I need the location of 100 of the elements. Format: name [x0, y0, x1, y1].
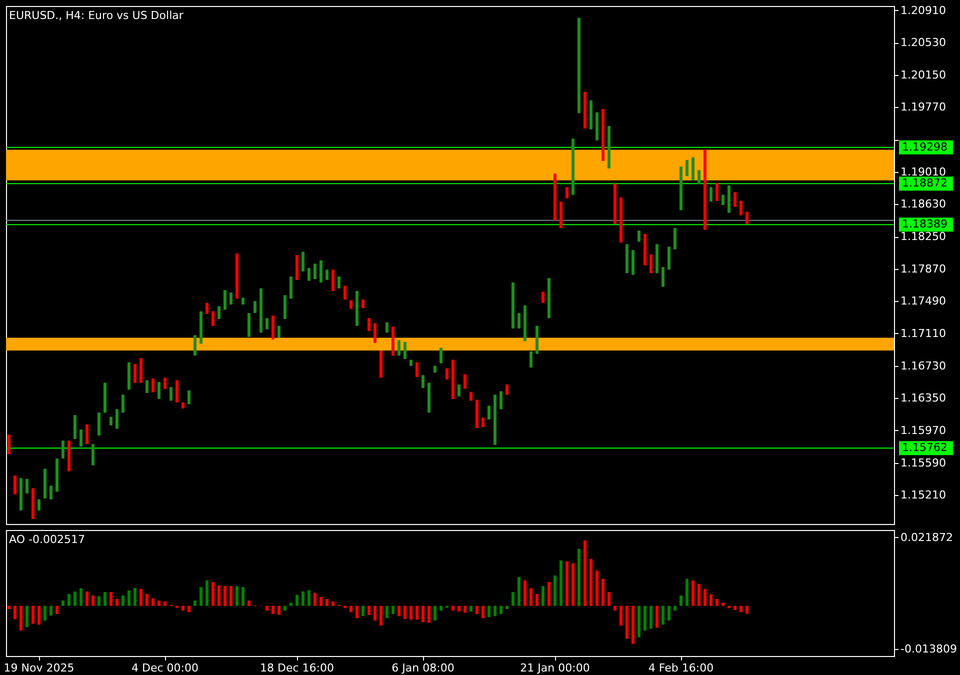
- bar: [104, 592, 106, 606]
- bar: [680, 596, 682, 606]
- bar: [98, 596, 100, 606]
- bar: [68, 594, 70, 606]
- x-tick-label: 4 Feb 16:00: [648, 662, 714, 674]
- bar: [86, 591, 88, 606]
- bar: [302, 591, 304, 606]
- y-tick-label: 1.20530: [900, 36, 946, 50]
- bar: [584, 540, 586, 606]
- bar: [626, 606, 628, 639]
- bar: [506, 606, 508, 609]
- bar: [290, 602, 292, 606]
- bar: [122, 596, 124, 606]
- ref-line-label: 1.15762: [902, 441, 948, 454]
- bar: [236, 586, 238, 606]
- bar: [566, 561, 568, 606]
- bar: [650, 606, 652, 629]
- bar: [494, 606, 496, 616]
- bar: [452, 606, 454, 611]
- bar: [458, 606, 460, 612]
- y-tick-label: 1.19770: [900, 100, 946, 114]
- bar: [602, 578, 604, 606]
- bar: [524, 580, 526, 606]
- bar: [272, 606, 274, 614]
- bar: [14, 606, 16, 620]
- bar: [332, 601, 334, 606]
- bar: [248, 600, 250, 606]
- x-tick-label: 6 Jan 08:00: [392, 662, 454, 674]
- bar: [746, 606, 748, 614]
- bar: [146, 594, 148, 606]
- bar: [266, 606, 268, 611]
- bar: [710, 594, 712, 606]
- bar: [134, 588, 136, 606]
- bar: [278, 606, 280, 615]
- bar: [56, 606, 58, 614]
- y-tick-label: 1.20910: [900, 4, 946, 17]
- bar: [620, 606, 622, 626]
- y-tick-label: 1.17870: [900, 262, 946, 276]
- bar: [518, 577, 520, 606]
- bar: [596, 570, 598, 606]
- bar: [212, 582, 214, 606]
- bar: [638, 606, 640, 638]
- bar: [734, 606, 736, 610]
- bar: [554, 575, 556, 606]
- bar: [116, 598, 118, 606]
- bar: [590, 558, 592, 606]
- bar: [416, 606, 418, 620]
- y-tick-label: 1.15590: [900, 456, 946, 470]
- bar: [140, 588, 142, 606]
- bar: [434, 606, 436, 621]
- bar: [728, 606, 730, 608]
- bar: [662, 606, 664, 625]
- y-tick-label: 1.17110: [900, 326, 946, 340]
- bar: [614, 606, 616, 611]
- bar: [62, 600, 64, 606]
- bar: [200, 587, 202, 606]
- bar: [350, 606, 352, 612]
- bar: [542, 586, 544, 606]
- bar: [530, 588, 532, 606]
- bar: [740, 606, 742, 612]
- bar: [536, 594, 538, 606]
- bar: [482, 606, 484, 618]
- x-tick-label: 19 Nov 2025: [4, 662, 74, 674]
- ref-line-label: 1.18872: [902, 176, 948, 190]
- bar: [74, 591, 76, 606]
- bar: [668, 606, 670, 621]
- bar: [470, 606, 472, 612]
- bar: [488, 606, 490, 618]
- y-tick-label: -0.013809: [900, 642, 957, 656]
- bar: [578, 548, 580, 606]
- bar: [20, 606, 22, 631]
- bar: [92, 596, 94, 606]
- bar: [152, 598, 154, 606]
- bar: [404, 606, 406, 620]
- y-tick-label: 1.15970: [900, 424, 946, 437]
- bar: [80, 588, 82, 606]
- bar: [362, 606, 364, 616]
- bar: [188, 606, 190, 612]
- x-tick-label: 21 Jan 00:00: [520, 662, 590, 674]
- bar: [284, 606, 286, 611]
- y-tick-label: 1.15210: [900, 488, 946, 502]
- bar: [722, 602, 724, 606]
- bar: [368, 606, 370, 615]
- bar: [698, 584, 700, 606]
- bar: [428, 606, 430, 623]
- bar: [716, 598, 718, 606]
- bar: [32, 606, 34, 624]
- bar: [512, 592, 514, 606]
- bar: [182, 606, 184, 611]
- bar: [194, 600, 196, 606]
- bar: [164, 601, 166, 606]
- bar: [632, 606, 634, 644]
- bar: [464, 606, 466, 613]
- bar: [476, 606, 478, 614]
- bar: [422, 606, 424, 622]
- bar: [704, 588, 706, 606]
- bar: [314, 592, 316, 606]
- y-tick-label: 1.16350: [900, 392, 946, 405]
- bar: [8, 606, 10, 609]
- bar: [374, 606, 376, 621]
